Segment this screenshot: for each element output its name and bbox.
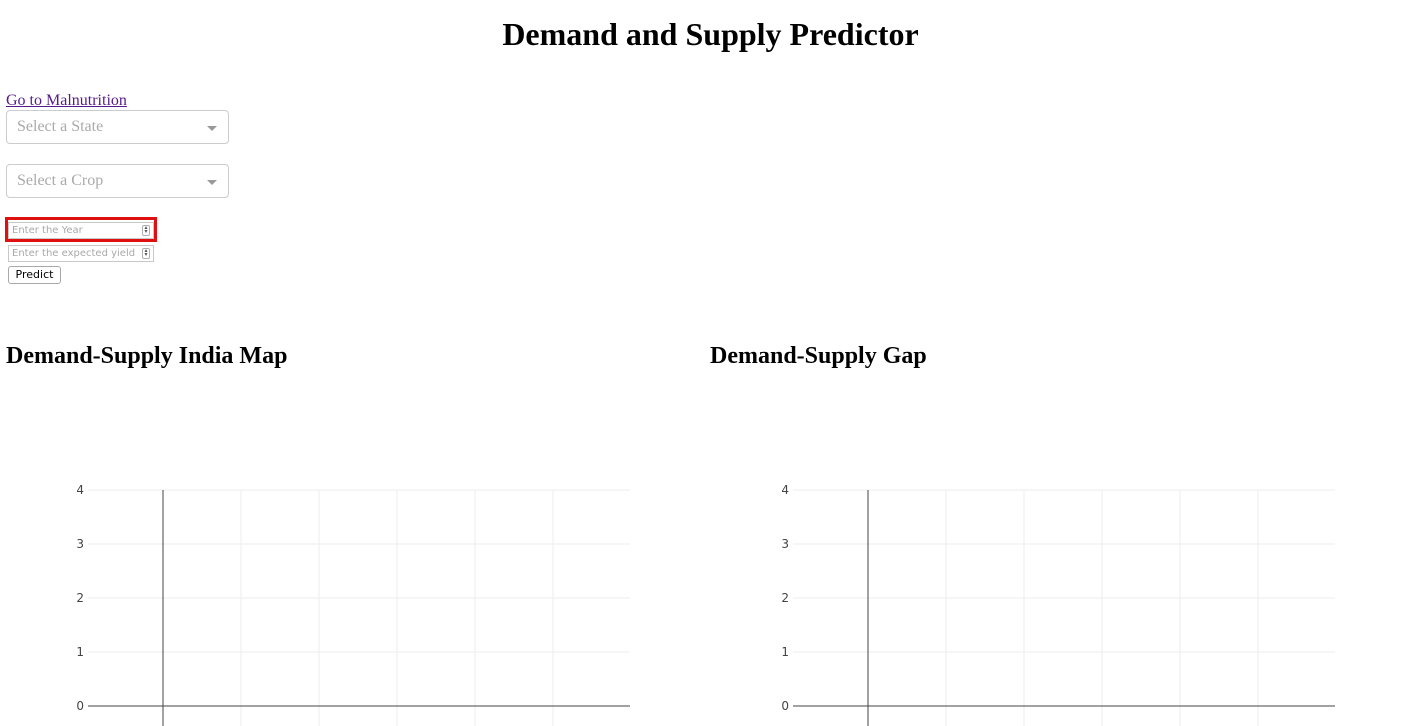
chevron-down-icon[interactable]	[207, 126, 217, 131]
y-tick-label: 1	[76, 645, 84, 659]
year-input-focus-ring	[5, 217, 157, 242]
year-input-placeholder: Enter the Year	[12, 225, 83, 236]
yield-input[interactable]: Enter the expected yield ▴ ▾	[8, 245, 154, 262]
y-tick-label: 4	[781, 483, 789, 497]
y-tick-label: 0	[76, 699, 84, 713]
gap-section-title: Demand-Supply Gap	[710, 343, 927, 369]
predict-button[interactable]: Predict	[8, 266, 61, 284]
gap-chart[interactable]: 0 1 2 3 4	[705, 470, 1345, 726]
state-dropdown-placeholder: Select a State	[17, 118, 104, 135]
y-tick-label: 2	[781, 591, 789, 605]
crop-dropdown-placeholder: Select a Crop	[17, 172, 104, 189]
chevron-down-icon[interactable]	[207, 180, 217, 185]
india-map-chart-svg: 0 1 2 3 4	[76, 483, 630, 726]
crop-dropdown[interactable]: Select a Crop	[6, 164, 229, 198]
year-input[interactable]: Enter the Year ▴ ▾	[8, 222, 154, 239]
gap-chart-svg: 0 1 2 3 4	[781, 483, 1335, 726]
yield-spinner-icon[interactable]: ▴ ▾	[142, 248, 150, 259]
y-tick-label: 4	[76, 483, 84, 497]
y-tick-label: 1	[781, 645, 789, 659]
y-tick-label: 3	[781, 537, 789, 551]
page-title: Demand and Supply Predictor	[502, 16, 919, 52]
map-section-title: Demand-Supply India Map	[6, 343, 288, 369]
y-tick-label: 2	[76, 591, 84, 605]
malnutrition-link[interactable]: Go to Malnutrition	[6, 92, 127, 109]
yield-input-placeholder: Enter the expected yield	[12, 248, 136, 259]
year-spinner-icon[interactable]: ▴ ▾	[142, 225, 150, 236]
y-tick-label: 3	[76, 537, 84, 551]
india-map-chart[interactable]: 0 1 2 3 4	[0, 470, 640, 726]
state-dropdown[interactable]: Select a State	[6, 110, 229, 144]
y-tick-label: 0	[781, 699, 789, 713]
